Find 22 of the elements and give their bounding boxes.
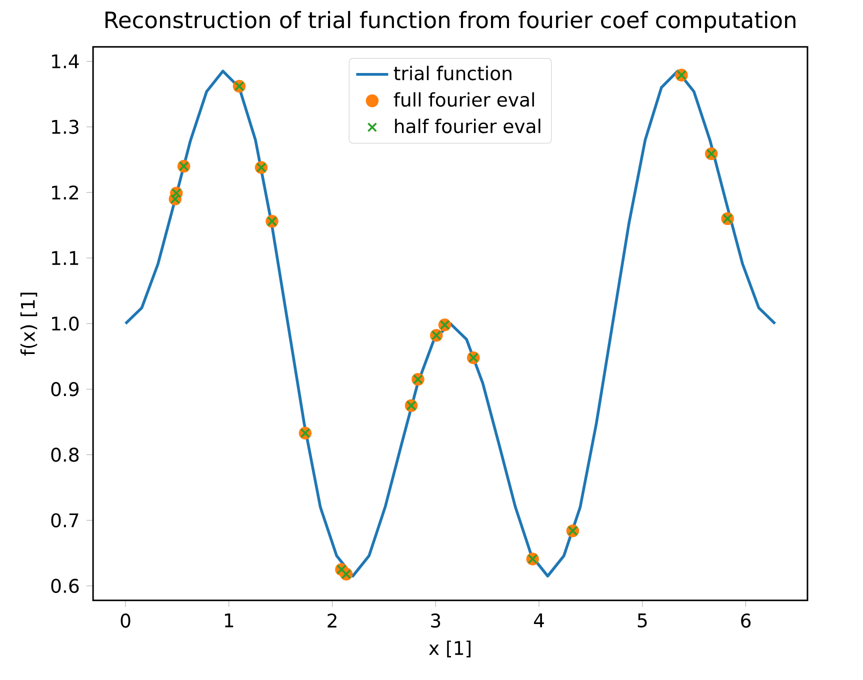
y-tick-label: 1.0 — [52, 316, 79, 330]
x-tick-label: 0 — [120, 613, 130, 628]
y-tick-label: 0.7 — [51, 512, 78, 528]
y-tick-label: 1.3 — [52, 120, 78, 134]
y-tick-label: 1.1 — [52, 250, 78, 265]
legend-label: half fourier eval — [395, 118, 540, 134]
y-tick-label: 0.6 — [51, 578, 79, 593]
x-tick-label: 2 — [328, 613, 336, 628]
y-axis-title: f(x) [1] — [20, 292, 38, 356]
chart-title: Reconstruction of trial function from fourier coef computation — [106, 10, 796, 33]
y-tick-label: 1.2 — [52, 185, 78, 200]
x-tick-label: 3 — [431, 613, 440, 628]
legend-label: full fourier eval — [394, 92, 534, 107]
x-tick-label: 5 — [638, 613, 647, 628]
x-tick-label: 4 — [534, 613, 544, 627]
x-axis-title: x [1] — [428, 640, 470, 658]
x-tick-label: 1 — [224, 613, 234, 627]
x-tick-label: 6 — [741, 613, 751, 628]
y-tick-label: 1.4 — [52, 54, 79, 68]
y-tick-label: 0.8 — [51, 447, 79, 462]
y-tick-label: 0.9 — [51, 382, 79, 396]
legend-label: trial function — [394, 66, 512, 80]
